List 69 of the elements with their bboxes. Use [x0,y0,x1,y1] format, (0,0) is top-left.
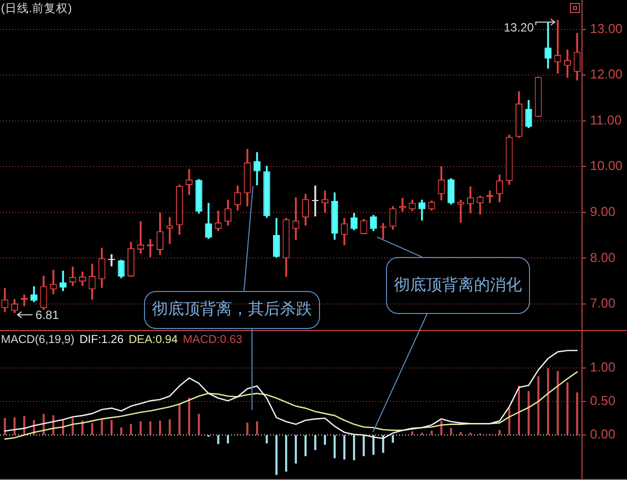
bar [266,435,268,444]
bar [353,435,356,460]
bar [178,404,180,435]
y-tick-label: 8.00 [590,250,616,265]
y-tick-label: 13.00 [590,20,623,36]
bar [547,368,550,435]
y-tick-label: 9.00 [590,204,616,220]
bar [217,435,220,444]
bar [110,420,113,435]
bar [324,435,326,445]
bar [508,408,510,435]
bar [140,421,142,435]
y-tick-label: 0.00 [590,426,616,442]
bar [100,418,103,435]
y-tick-label: 10.00 [590,158,623,174]
annotation: 彻底顶背离的消化 [394,276,522,294]
bar [188,398,190,435]
bar [72,418,74,435]
y-tick-label: 12.00 [590,66,623,82]
candlestick [380,223,387,239]
bar [226,435,229,444]
bar [275,435,278,475]
candlestick [137,221,144,254]
bar [528,391,530,435]
text: MACD:0.63 [182,333,242,347]
bar [556,370,559,435]
bar [362,435,365,456]
bar [256,421,258,435]
y-tick-label: 1.00 [590,359,616,374]
bar [343,435,346,460]
bar [537,376,540,435]
y-tick-label: 11.00 [590,112,622,128]
bar [130,424,132,435]
y-tick-label: 7.00 [590,296,616,311]
bar [81,420,84,435]
candlestick [108,254,116,266]
annotation: 彻底顶背离，其后杀跌 [152,301,312,319]
bar [304,435,307,456]
bar [382,435,384,453]
bar [440,420,442,435]
bar [159,420,162,435]
bar [168,419,171,435]
bar [392,435,394,443]
bar [314,435,316,450]
bar [4,418,6,435]
text: DEA:0.94 [128,333,178,347]
bar [566,382,568,435]
bar [411,431,414,435]
bar [430,430,433,435]
bar [460,432,462,435]
annotation: 13.20 [504,20,534,34]
bar [334,435,336,458]
chart-title: MACD(6,19,9) [1,333,74,347]
y-tick-label: 0.50 [590,393,616,408]
bar [91,423,94,435]
bar [450,428,452,435]
bar [120,427,122,435]
bar [246,422,248,435]
bar [294,435,297,464]
bar [372,435,374,455]
bar [198,414,200,435]
text: DIF:1.26 [80,333,124,347]
annotation: 6.81 [36,308,60,322]
bar [518,386,520,435]
bar [576,392,578,435]
chart-title: (日线.前复权) [1,2,72,16]
bar [149,421,152,435]
bar [498,430,501,435]
bar [285,435,288,472]
